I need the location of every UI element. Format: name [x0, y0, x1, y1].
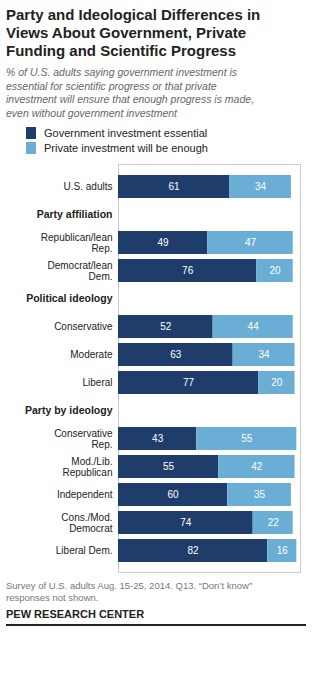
svg-text:Democrat/leanDem.: Democrat/leanDem. [47, 260, 112, 282]
svg-text:Political ideology: Political ideology [26, 292, 113, 304]
svg-text:76: 76 [182, 265, 194, 276]
svg-text:ConservativeRep.: ConservativeRep. [54, 428, 113, 450]
html-text:Private investment will be eno: Private investment will be enough [44, 141, 208, 154]
html-text:Party and Ideological Differen: Party and Ideological Differences in Vie… [6, 6, 261, 59]
svg-text:43: 43 [152, 433, 164, 444]
html-text:Government investment essentia: Government investment essential [44, 126, 208, 139]
svg-text:Moderate: Moderate [70, 349, 113, 360]
svg-text:34: 34 [259, 349, 271, 360]
svg-text:35: 35 [254, 489, 266, 500]
svg-text:Party affiliation: Party affiliation [37, 208, 113, 220]
svg-text:55: 55 [163, 461, 175, 472]
svg-text:20: 20 [271, 377, 283, 388]
svg-text:Conservative: Conservative [54, 321, 113, 332]
svg-text:47: 47 [245, 237, 257, 248]
html-text:Survey of U.S. adults Aug. 15-: Survey of U.S. adults Aug. 15-25, 2014. … [6, 579, 253, 603]
svg-text:77: 77 [183, 377, 195, 388]
svg-text:Party by ideology: Party by ideology [25, 404, 113, 416]
html-text:PEW RESEARCH CENTER: PEW RESEARCH CENTER [6, 608, 145, 621]
svg-text:74: 74 [180, 517, 192, 528]
svg-text:82: 82 [188, 545, 200, 556]
html-text:% of U.S. adults saying govern: % of U.S. adults saying government inves… [6, 66, 255, 119]
svg-text:63: 63 [170, 349, 182, 360]
svg-text:55: 55 [241, 433, 253, 444]
svg-text:60: 60 [168, 489, 180, 500]
svg-text:Independent: Independent [57, 489, 113, 500]
svg-text:44: 44 [248, 321, 260, 332]
svg-text:22: 22 [268, 517, 280, 528]
svg-text:34: 34 [255, 181, 267, 192]
svg-text:Liberal: Liberal [82, 377, 112, 388]
svg-text:Cons./Mod.Democrat: Cons./Mod.Democrat [61, 512, 112, 534]
svg-text:U.S. adults: U.S. adults [64, 181, 113, 192]
svg-text:42: 42 [251, 461, 263, 472]
svg-text:Republican/leanRep.: Republican/leanRep. [41, 232, 113, 254]
svg-text:Mod./Lib.Republican: Mod./Lib.Republican [62, 456, 112, 478]
svg-text:Liberal Dem.: Liberal Dem. [56, 545, 113, 556]
svg-text:16: 16 [277, 545, 289, 556]
svg-text:49: 49 [158, 237, 170, 248]
svg-text:52: 52 [160, 321, 172, 332]
svg-text:20: 20 [269, 265, 281, 276]
svg-text:61: 61 [168, 181, 180, 192]
